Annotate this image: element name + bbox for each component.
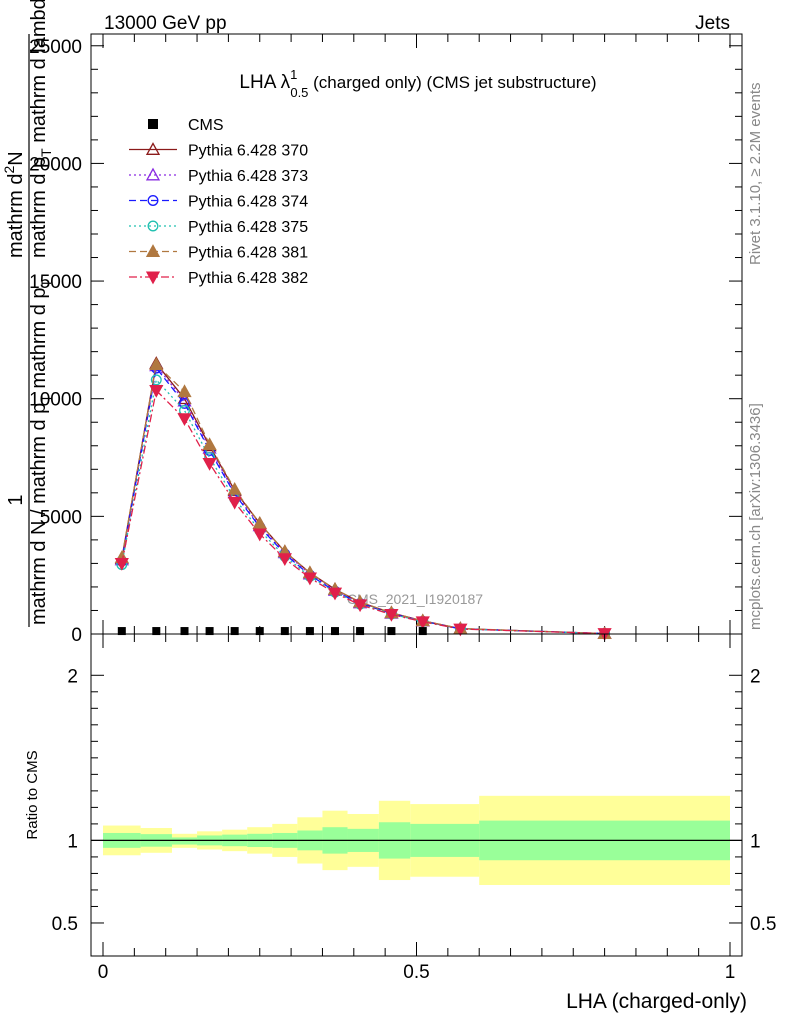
ratio-ytick-label: 1 (67, 831, 78, 852)
ratio-plot-frame (90, 633, 743, 957)
series-point (179, 397, 190, 409)
ratio-ytick-label-right: 2 (750, 666, 761, 687)
cms-point (117, 627, 126, 636)
xtick-label: 0 (98, 962, 109, 983)
cms-point (152, 627, 161, 636)
ylabel-frac-denominator: mathrm d pT mathrm d lambda (28, 0, 54, 258)
ylabel-frac-numerator: mathrm d2N (1, 151, 27, 258)
cms-point (418, 627, 427, 636)
main-series-group (114, 356, 612, 641)
header-left-text: 13000 GeV pp (104, 13, 227, 34)
main-ylabel: 1 mathrm d N / mathrm d pT mathrm d pT m… (1, 0, 54, 627)
legend-entry: Pythia 6.428 373 (129, 167, 308, 185)
series-point (150, 374, 162, 386)
main-ytick-label: 5000 (40, 507, 82, 528)
series-point (227, 481, 242, 495)
xaxis-label: LHA (charged-only) (566, 990, 747, 1013)
legend-label: Pythia 6.428 381 (188, 245, 308, 262)
ratio-ytick-label-right: 0.5 (750, 914, 776, 935)
legend-entry: Pythia 6.428 382 (129, 270, 308, 287)
main-x-ticks (102, 34, 731, 634)
cms-point (280, 627, 289, 636)
legend-cms-marker (148, 119, 158, 129)
header-right-text: Jets (695, 13, 730, 34)
main-panel: 0 5000 10000 15000 20000 25000 CMS_2021_I1920… (29, 33, 743, 646)
legend-entry: Pythia 6.428 381 (129, 244, 308, 262)
series-point (302, 572, 318, 586)
legend-label: Pythia 6.428 375 (188, 219, 308, 236)
series-line (121, 389, 605, 635)
series-point (352, 599, 368, 613)
series-point (415, 616, 430, 630)
ratio-ylabel: Ratio to CMS (24, 750, 41, 839)
main-y-ticks: 0 5000 10000 15000 20000 25000 (29, 37, 742, 646)
cms-point (356, 627, 365, 636)
series-point (453, 623, 468, 637)
ratio-ytick-label: 2 (67, 666, 78, 687)
main-ytick-label: 10000 (29, 390, 82, 411)
main-chart-title: LHA λ1 0.5 (charged only) (CMS jet substr… (239, 67, 596, 100)
rivet-version-text: Rivet 3.1.10, ≥ 2.2M events (747, 83, 764, 266)
legend: CMS Pythia 6.428 370 Pythia 6.428 373 Pythi… (129, 117, 308, 287)
series-point (114, 557, 129, 571)
ratio-ytick-label: 0.5 (52, 914, 78, 935)
legend-entry: Pythia 6.428 370 (129, 142, 308, 160)
legend-label: Pythia 6.428 370 (188, 143, 308, 160)
cms-point (205, 627, 214, 636)
main-ytick-label: 0 (71, 625, 82, 646)
cms-point (387, 627, 396, 636)
legend-entry: CMS (148, 117, 224, 134)
cms-point (230, 627, 239, 636)
cms-point (330, 627, 339, 636)
series-6 (114, 385, 612, 641)
legend-marker (147, 220, 159, 232)
series-point (149, 357, 164, 371)
xtick-label: 0.5 (403, 962, 429, 983)
legend-label: CMS (188, 117, 224, 134)
series-point (327, 587, 343, 601)
cms-point (305, 627, 314, 636)
cms-data-points (117, 627, 427, 636)
legend-entry: Pythia 6.428 374 (129, 194, 308, 211)
series-point (177, 413, 192, 427)
ylabel-line1: mathrm d N / mathrm d pT mathrm d pT (28, 278, 54, 625)
series-point (252, 516, 267, 529)
legend-marker (145, 142, 161, 155)
series-point (202, 437, 217, 451)
legend-entry: Pythia 6.428 375 (129, 219, 308, 236)
ratio-y-ticks: 0.5 0.5 1 1 2 2 (52, 666, 777, 935)
mcplots-credit-text: mcplots.cern.ch [arXiv:1306.3436] (747, 403, 764, 630)
legend-label: Pythia 6.428 373 (188, 168, 308, 185)
series-point (149, 385, 164, 398)
series-point (202, 457, 217, 471)
series-point (277, 553, 292, 567)
cms-point (255, 627, 264, 636)
series-point (252, 528, 267, 542)
ratio-x-ticks: 0 0.5 1 (98, 634, 736, 983)
legend-marker (145, 271, 161, 285)
legend-label: Pythia 6.428 374 (188, 194, 308, 211)
legend-marker (147, 195, 159, 206)
main-ytick-label: 15000 (29, 272, 82, 293)
legend-marker (145, 167, 161, 181)
ratio-panel: 0.5 0.51 12 2 0 0.5 1 Ratio to CMS LHA (charg… (24, 633, 777, 1013)
legend-marker (145, 244, 161, 257)
legend-label: Pythia 6.428 382 (188, 270, 308, 287)
ratio-ytick-label-right: 1 (750, 831, 761, 852)
main-ytick-label: 25000 (29, 37, 82, 58)
xtick-label: 1 (725, 962, 736, 983)
series-point (227, 496, 242, 510)
analysis-watermark: CMS_2021_I1920187 (347, 591, 483, 607)
main-ytick-label: 20000 (29, 154, 82, 175)
series-point (384, 609, 399, 622)
series-point (177, 384, 192, 398)
cms-point (180, 627, 189, 636)
ylabel-numerator: 1 (5, 494, 27, 505)
